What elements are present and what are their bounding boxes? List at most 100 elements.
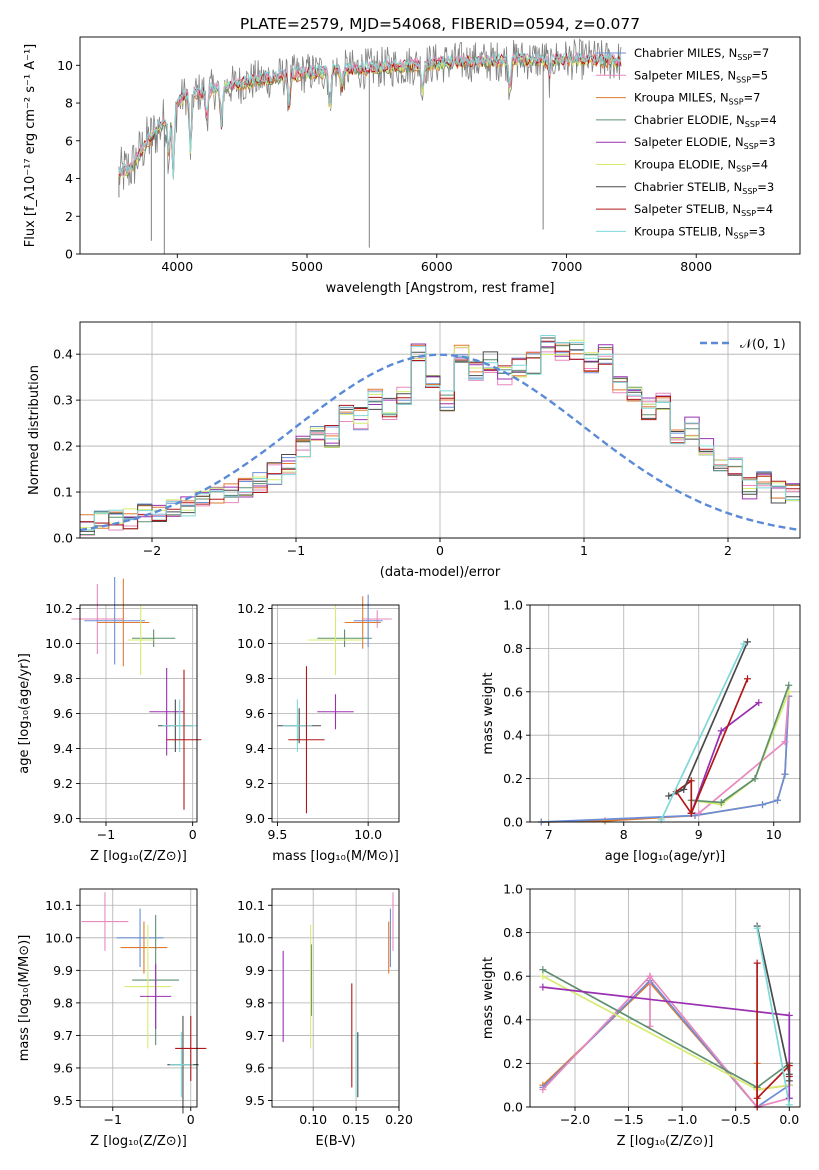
mass-weight-line-chabrier_elodie xyxy=(542,968,790,1089)
y-tick-label: 9.6 xyxy=(245,706,265,721)
mass-weight-line-salpeter_miles xyxy=(542,973,790,1108)
y-tick-label: 9.4 xyxy=(53,741,73,756)
mass-weight-line-kroupa_stelib xyxy=(660,643,745,821)
mass-weight-line-chabrier_elodie xyxy=(691,685,790,804)
y-tick-label: 9.8 xyxy=(53,995,73,1010)
x-tick-label: 0.10 xyxy=(299,1112,327,1127)
residual-histogram-kroupa_elodie xyxy=(80,339,800,529)
y-tick-label: 10.2 xyxy=(237,601,265,616)
y-tick-label: 2 xyxy=(65,209,73,224)
y-tick-label: 9.5 xyxy=(53,1093,73,1108)
y-tick-label: 4 xyxy=(65,171,73,186)
y-tick-label: 9.9 xyxy=(245,963,265,978)
spectrum-model-line-salpeter_stelib xyxy=(118,52,622,179)
residual-histogram-kroupa_stelib xyxy=(80,335,800,531)
grid-layer xyxy=(80,322,800,1108)
axes-frame xyxy=(79,888,198,1108)
spectrum-model-line-kroupa_miles xyxy=(118,55,622,182)
y-tick-label: 10.2 xyxy=(45,601,73,616)
x-tick-label: 10 xyxy=(766,827,782,842)
y-tick-label: 9.0 xyxy=(53,811,73,826)
x-tick-label: 0.0 xyxy=(779,1112,799,1127)
legend-entry: Chabrier STELIB, NSSP=3 xyxy=(634,180,774,196)
x-axis-label: wavelength [Angstrom, rest frame] xyxy=(326,281,555,296)
mass-weight-line-salpeter_elodie xyxy=(542,986,791,1099)
y-tick-label: 0.6 xyxy=(503,969,523,984)
y-axis-label: Normed distribution xyxy=(27,365,42,495)
x-axis-label: age [log₁₀(age/yr)] xyxy=(605,849,726,864)
x-tick-label: 4000 xyxy=(161,259,193,274)
x-tick-label: −2.0 xyxy=(560,1112,590,1127)
y-tick-label: 9.4 xyxy=(245,741,265,756)
spectrum-model-line-salpeter_miles xyxy=(118,51,622,177)
y-tick-label: 9.6 xyxy=(53,1060,73,1075)
y-tick-label: 9.2 xyxy=(53,776,73,791)
x-tick-label: −1.0 xyxy=(667,1112,697,1127)
x-tick-label: −1 xyxy=(97,827,115,842)
y-tick-label: 0.4 xyxy=(503,728,523,743)
legend-entry: Kroupa ELODIE, NSSP=4 xyxy=(634,158,768,174)
y-tick-label: 10.0 xyxy=(45,636,73,651)
y-tick-label: 9.7 xyxy=(53,1028,73,1043)
spectrum-model-line-kroupa_stelib xyxy=(118,51,622,180)
mass-weight-line-chabrier_stelib xyxy=(756,925,791,1081)
x-tick-label: 0 xyxy=(189,827,197,842)
y-tick-label: 10.0 xyxy=(237,636,265,651)
y-axis-label: Flux [f_λ10⁻¹⁷ erg cm⁻² s⁻¹ A⁻¹] xyxy=(23,44,38,248)
legend-entry: Salpeter MILES, NSSP=5 xyxy=(634,68,768,84)
y-axis-label: mass weight xyxy=(481,672,496,754)
y-tick-label: 9.8 xyxy=(53,671,73,686)
axes-frame xyxy=(79,36,801,255)
y-axis-label: age [log₁₀(age/yr)] xyxy=(17,653,32,774)
x-tick-label: 0.15 xyxy=(342,1112,370,1127)
axes-frame xyxy=(529,604,801,823)
legend-entry: Kroupa STELIB, NSSP=3 xyxy=(634,224,765,240)
mass-weight-line-kroupa_stelib xyxy=(756,928,791,1105)
x-axis-label: (data-model)/error xyxy=(380,565,501,580)
legend-entry: Salpeter ELODIE, NSSP=3 xyxy=(634,135,776,151)
y-tick-label: 0.4 xyxy=(53,347,73,362)
x-tick-label: 7 xyxy=(545,827,553,842)
x-tick-label: 8000 xyxy=(680,259,712,274)
x-tick-label: −1 xyxy=(287,543,305,558)
mass-weight-line-chabrier_miles xyxy=(541,696,790,823)
x-axis-label: Z [log₁₀(Z/Z⊙)] xyxy=(617,1134,714,1149)
x-tick-label: 8 xyxy=(620,827,628,842)
y-tick-label: 0.0 xyxy=(503,1100,523,1115)
y-tick-label: 9.2 xyxy=(245,776,265,791)
residual-histogram-salpeter_miles xyxy=(80,343,800,536)
x-tick-label: −2 xyxy=(143,543,161,558)
x-tick-label: −1.5 xyxy=(613,1112,643,1127)
y-tick-label: 0.4 xyxy=(503,1012,523,1027)
x-tick-label: 0 xyxy=(187,1112,195,1127)
mass-weight-line-kroupa_elodie xyxy=(691,691,790,806)
legend-entry: Chabrier ELODIE, NSSP=4 xyxy=(634,113,777,129)
x-tick-label: 7000 xyxy=(551,259,583,274)
x-axis-label: Z [log₁₀(Z/Z⊙)] xyxy=(90,1134,187,1149)
legend-entry: Kroupa MILES, NSSP=7 xyxy=(634,91,760,107)
x-tick-label: 2 xyxy=(724,543,732,558)
y-tick-label: 9.7 xyxy=(245,1028,265,1043)
y-tick-label: 0.2 xyxy=(503,1056,523,1071)
y-axis-label: mass [log₁₀(M/M⊙)] xyxy=(17,935,32,1062)
y-axis-label: mass weight xyxy=(481,957,496,1039)
spectrum-model-line-chabrier_elodie xyxy=(118,55,622,180)
y-tick-label: 1.0 xyxy=(503,882,523,897)
y-tick-label: 9.8 xyxy=(245,671,265,686)
x-axis-label: mass [log₁₀(M/M⊙)] xyxy=(272,849,399,864)
gaussian-reference-line xyxy=(79,353,801,532)
x-tick-label: 1 xyxy=(580,543,588,558)
legend-entry: Chabrier MILES, NSSP=7 xyxy=(634,46,769,62)
y-tick-label: 0.3 xyxy=(53,393,73,408)
y-tick-label: 10.0 xyxy=(45,930,73,945)
y-tick-label: 9.6 xyxy=(53,706,73,721)
y-tick-label: 0.6 xyxy=(503,684,523,699)
y-tick-label: 10 xyxy=(57,58,73,73)
figure-title: PLATE=2579, MJD=54068, FIBERID=0594, z=0… xyxy=(240,15,640,33)
x-tick-label: 9 xyxy=(695,827,703,842)
y-tick-label: 9.8 xyxy=(245,995,265,1010)
x-tick-label: 5000 xyxy=(291,259,323,274)
y-tick-label: 0.8 xyxy=(503,925,523,940)
